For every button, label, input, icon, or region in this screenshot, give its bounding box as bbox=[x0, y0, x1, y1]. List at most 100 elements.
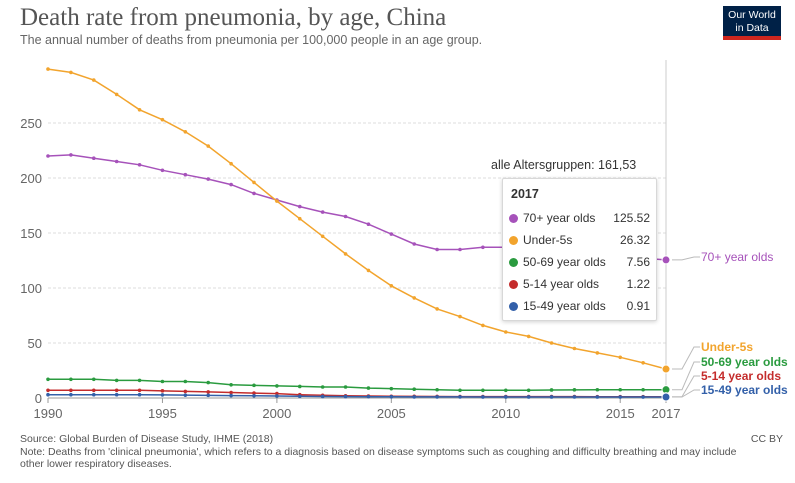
y-tick-label: 250 bbox=[20, 116, 42, 131]
logo-line-1: Our World bbox=[728, 9, 776, 21]
data-point bbox=[618, 355, 623, 360]
data-point bbox=[641, 395, 645, 399]
data-point bbox=[91, 392, 96, 397]
data-point bbox=[114, 92, 119, 97]
chart-title: Death rate from pneumonia, by age, China bbox=[20, 4, 447, 31]
data-point bbox=[595, 351, 600, 355]
x-tick-label: 1995 bbox=[148, 406, 177, 421]
series-color-dot bbox=[509, 280, 518, 289]
x-tick-label: 2010 bbox=[491, 406, 520, 421]
data-point bbox=[595, 387, 600, 392]
tooltip-series-value: 0.91 bbox=[626, 299, 650, 313]
data-point bbox=[320, 394, 325, 399]
data-point bbox=[46, 388, 50, 393]
data-point bbox=[46, 392, 50, 397]
data-point bbox=[458, 395, 462, 399]
data-point bbox=[252, 191, 256, 196]
data-point bbox=[343, 385, 348, 389]
data-point bbox=[503, 330, 508, 334]
series-end-label: Under-5s bbox=[701, 340, 753, 354]
data-point bbox=[481, 245, 485, 250]
data-point bbox=[229, 161, 233, 166]
label-connector bbox=[672, 389, 700, 398]
y-tick-label: 150 bbox=[20, 226, 42, 241]
data-point bbox=[549, 395, 554, 399]
tooltip-row: 5-14 year olds 1.22 bbox=[509, 274, 650, 294]
tooltip-series-name: 70+ year olds bbox=[523, 211, 596, 225]
data-point bbox=[69, 153, 73, 157]
data-point bbox=[137, 392, 142, 397]
source-note[interactable]: Source: Global Burden of Disease Study, … bbox=[20, 433, 274, 445]
tooltip-series-value: 26.32 bbox=[619, 233, 650, 247]
data-point bbox=[69, 377, 73, 382]
data-point bbox=[206, 393, 211, 398]
data-point bbox=[572, 346, 577, 351]
data-point bbox=[366, 394, 371, 399]
license-link[interactable]: CC BY bbox=[750, 433, 783, 445]
data-point bbox=[297, 204, 302, 209]
data-point bbox=[503, 388, 508, 393]
data-point bbox=[137, 163, 142, 167]
data-point bbox=[183, 379, 188, 384]
data-point bbox=[526, 334, 531, 339]
series-line bbox=[48, 393, 666, 398]
series-color-dot bbox=[509, 302, 518, 311]
data-point bbox=[114, 159, 119, 164]
tooltip-row: 70+ year olds 125.52 bbox=[509, 208, 650, 228]
label-connector bbox=[672, 361, 700, 391]
data-point bbox=[366, 386, 371, 390]
data-point bbox=[183, 389, 188, 394]
tooltip-row: 15-49 year olds 0.91 bbox=[509, 296, 650, 316]
tooltip-series-value: 7.56 bbox=[626, 255, 650, 269]
data-point bbox=[229, 393, 233, 398]
series-color-dot bbox=[509, 236, 518, 245]
owid-logo[interactable]: Our World in Data bbox=[723, 6, 781, 40]
data-point bbox=[526, 388, 531, 393]
data-point bbox=[114, 378, 119, 383]
data-point bbox=[69, 70, 73, 75]
data-point bbox=[366, 222, 371, 226]
tooltip-year: 2017 bbox=[511, 187, 539, 201]
data-point bbox=[183, 393, 188, 397]
data-point bbox=[320, 234, 325, 239]
data-point bbox=[252, 180, 256, 185]
data-point bbox=[297, 216, 302, 221]
data-point bbox=[389, 386, 394, 391]
y-tick-label: 100 bbox=[20, 281, 42, 296]
data-point bbox=[252, 383, 256, 388]
data-point bbox=[114, 392, 119, 397]
data-point bbox=[481, 395, 485, 399]
data-point bbox=[526, 395, 531, 399]
tooltip-row: Under-5s 26.32 bbox=[509, 230, 650, 250]
data-point bbox=[389, 284, 394, 288]
data-point bbox=[275, 384, 279, 388]
data-point bbox=[69, 388, 73, 393]
tooltip-series-value: 125.52 bbox=[613, 211, 650, 225]
data-point bbox=[160, 389, 165, 393]
y-tick-label: 50 bbox=[28, 336, 42, 351]
data-point bbox=[229, 390, 233, 395]
data-point bbox=[641, 361, 645, 365]
tooltip-series-name: 15-49 year olds bbox=[523, 299, 606, 313]
x-tick-label: 2005 bbox=[377, 406, 406, 421]
label-connector bbox=[672, 375, 700, 398]
data-point bbox=[641, 387, 645, 392]
x-tick-label: 1990 bbox=[34, 406, 63, 421]
data-point bbox=[320, 385, 325, 389]
data-point bbox=[297, 384, 302, 389]
data-point bbox=[572, 388, 577, 392]
data-point bbox=[137, 378, 142, 383]
data-point bbox=[389, 394, 394, 399]
data-point bbox=[366, 268, 371, 273]
line-chart[interactable]: 0 50 100 150 200 250 1990 1995 2000 2005 2010 2015 2… bbox=[0, 0, 795, 430]
data-point bbox=[661, 255, 671, 265]
series-end-label: 50-69 year olds bbox=[701, 355, 788, 369]
data-point bbox=[183, 172, 188, 177]
data-point bbox=[503, 395, 508, 399]
data-point bbox=[206, 177, 211, 181]
data-point bbox=[206, 380, 211, 385]
tooltip-series-value: 1.22 bbox=[626, 277, 650, 291]
data-point bbox=[69, 392, 73, 397]
y-tick-label: 0 bbox=[35, 391, 42, 406]
data-point bbox=[412, 296, 417, 300]
